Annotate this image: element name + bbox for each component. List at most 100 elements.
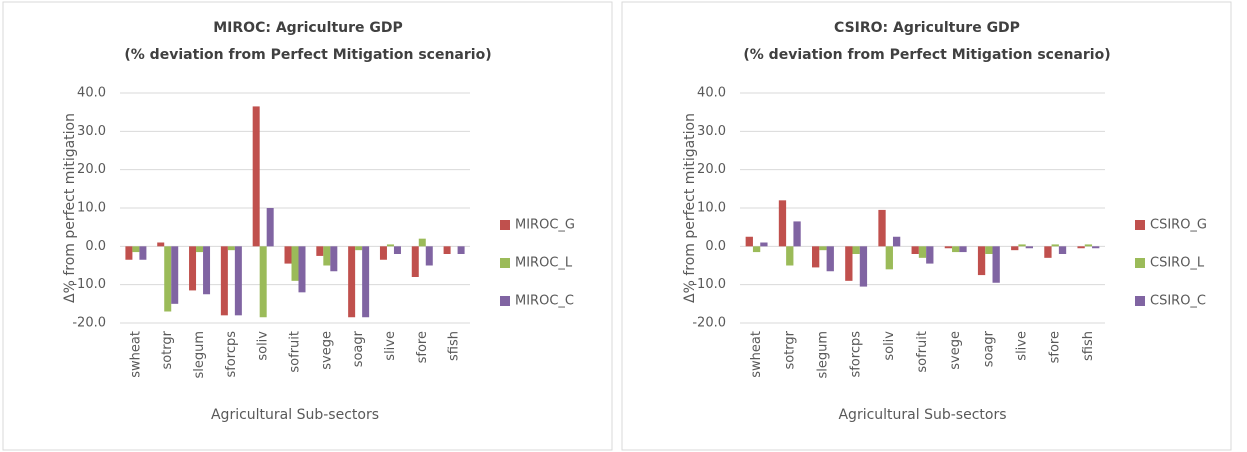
bar bbox=[1092, 246, 1100, 249]
bar bbox=[252, 106, 260, 247]
chart-subtitle: (% deviation from Perfect Mitigation sce… bbox=[743, 47, 1110, 63]
x-tick-label: sfish bbox=[1081, 331, 1096, 361]
x-tick-label: swheat bbox=[749, 331, 764, 378]
y-tick-label: -10.0 bbox=[692, 277, 726, 292]
bar bbox=[348, 246, 356, 318]
legend-label: CSIRO_C bbox=[1150, 294, 1206, 309]
bar bbox=[393, 246, 401, 254]
x-tick-label: sfore bbox=[1048, 331, 1063, 363]
bar bbox=[745, 236, 753, 247]
panel-border bbox=[621, 1, 1232, 451]
bar bbox=[819, 246, 827, 251]
legend-swatch bbox=[500, 220, 510, 230]
bar bbox=[189, 246, 197, 291]
x-axis-title: Agricultural Sub-sectors bbox=[211, 407, 379, 423]
x-tick-label: slive bbox=[383, 331, 398, 361]
x-tick-label: slegum bbox=[815, 331, 830, 379]
bar bbox=[125, 246, 133, 260]
x-tick-label: soliv bbox=[882, 331, 897, 361]
bar bbox=[944, 246, 953, 249]
x-axis-title: Agricultural Sub-sectors bbox=[838, 407, 1006, 423]
bar bbox=[952, 246, 960, 253]
bar bbox=[1044, 246, 1052, 258]
bar bbox=[878, 209, 886, 247]
y-tick-label: 0.0 bbox=[85, 239, 106, 254]
bar bbox=[1025, 246, 1033, 249]
legend-label: MIROC_G bbox=[515, 218, 575, 233]
x-tick-label: sfish bbox=[447, 331, 462, 361]
y-tick-label: 40.0 bbox=[697, 86, 726, 101]
bar bbox=[1011, 246, 1019, 251]
panel-border bbox=[2, 1, 613, 451]
y-tick-label: -10.0 bbox=[72, 277, 106, 292]
legend-swatch bbox=[500, 258, 510, 268]
bar bbox=[926, 246, 934, 264]
bar bbox=[786, 246, 794, 266]
x-tick-label: swheat bbox=[128, 331, 143, 378]
y-tick-label: 10.0 bbox=[697, 201, 726, 216]
bar bbox=[323, 246, 331, 266]
bar bbox=[196, 246, 204, 253]
legend-swatch bbox=[500, 296, 510, 306]
bar bbox=[1084, 244, 1093, 247]
bar bbox=[132, 246, 140, 253]
y-axis-title: Δ% from perfect mitigation bbox=[62, 113, 78, 303]
bar bbox=[330, 246, 338, 272]
legend-swatch bbox=[1135, 296, 1145, 306]
y-tick-label: 20.0 bbox=[77, 162, 106, 177]
bar bbox=[985, 246, 993, 254]
chart-title: MIROC: Agriculture GDP bbox=[213, 20, 403, 36]
bar bbox=[316, 246, 324, 256]
bar bbox=[298, 246, 306, 293]
bar bbox=[760, 242, 768, 247]
legend-label: MIROC_L bbox=[515, 256, 573, 271]
bar bbox=[1018, 244, 1026, 247]
y-tick-label: 30.0 bbox=[697, 124, 726, 139]
bar bbox=[284, 246, 292, 264]
legend-swatch bbox=[1135, 258, 1145, 268]
x-tick-label: soliv bbox=[256, 331, 271, 361]
bar bbox=[778, 200, 787, 247]
bar bbox=[852, 246, 860, 254]
bar bbox=[379, 246, 387, 260]
x-tick-label: soagr bbox=[981, 330, 996, 367]
bar bbox=[139, 246, 147, 260]
legend-swatch bbox=[1135, 220, 1145, 230]
bar bbox=[157, 242, 165, 247]
x-tick-label: svege bbox=[319, 331, 334, 370]
bar bbox=[859, 246, 868, 287]
bar bbox=[291, 246, 299, 281]
bar bbox=[911, 246, 919, 254]
bar bbox=[418, 238, 426, 247]
bar bbox=[266, 208, 274, 247]
bar bbox=[171, 246, 179, 304]
x-tick-label: sforcps bbox=[224, 331, 239, 378]
bar bbox=[752, 246, 761, 253]
y-tick-label: 10.0 bbox=[77, 201, 106, 216]
y-tick-label: 30.0 bbox=[77, 124, 106, 139]
bar bbox=[959, 246, 967, 253]
bar bbox=[892, 236, 901, 247]
y-axis-title: Δ% from perfect mitigation bbox=[682, 113, 698, 303]
chart-title: CSIRO: Agriculture GDP bbox=[834, 20, 1020, 36]
bar bbox=[411, 246, 419, 277]
legend-label: CSIRO_G bbox=[1150, 218, 1207, 233]
bar bbox=[425, 246, 433, 266]
y-tick-label: 40.0 bbox=[77, 86, 106, 101]
bar bbox=[259, 246, 267, 318]
x-tick-label: slive bbox=[1015, 331, 1030, 361]
bar bbox=[386, 244, 394, 247]
y-tick-label: 0.0 bbox=[705, 239, 726, 254]
bar bbox=[845, 246, 853, 281]
x-tick-label: sofruit bbox=[915, 331, 930, 373]
legend-label: MIROC_C bbox=[515, 294, 574, 309]
bar bbox=[1051, 244, 1059, 247]
bar bbox=[220, 246, 228, 316]
bar bbox=[227, 246, 235, 251]
chart-subtitle: (% deviation from Perfect Mitigation sce… bbox=[124, 47, 491, 63]
x-tick-label: svege bbox=[948, 331, 963, 370]
bar bbox=[793, 221, 801, 247]
bar bbox=[826, 246, 834, 272]
y-tick-label: -20.0 bbox=[692, 316, 726, 331]
